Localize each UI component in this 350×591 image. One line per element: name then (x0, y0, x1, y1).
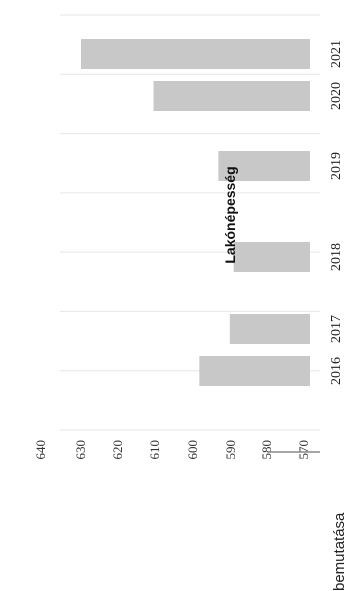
category-label: 2021 (329, 40, 344, 68)
caption-text: bemutatása (331, 512, 348, 591)
tick-label: 600 (185, 440, 200, 460)
tick-label: 570 (296, 440, 311, 460)
tick-label: 640 (33, 440, 48, 460)
category-label: 2019 (329, 152, 344, 180)
chart-title: Lakónépesség (222, 166, 238, 263)
bar (199, 356, 310, 386)
category-labels: 2016 2017 2018 2019 2020 2021 (329, 40, 344, 385)
bar (218, 151, 310, 181)
bar (153, 81, 310, 111)
tick-label: 590 (223, 440, 238, 460)
bar (229, 314, 310, 344)
category-label: 2018 (329, 243, 344, 271)
tick-label: 630 (73, 440, 88, 460)
tick-label: 620 (110, 440, 125, 460)
bars (81, 39, 310, 386)
tick-labels: 570 580 590 600 610 620 630 640 (33, 440, 311, 460)
gridlines (60, 14, 320, 431)
tick-label: 610 (147, 440, 162, 460)
bar (81, 39, 310, 69)
category-label: 2017 (329, 315, 344, 343)
tick-label: 580 (259, 440, 274, 460)
category-label: 2020 (329, 82, 344, 110)
bar (233, 242, 310, 272)
category-label: 2016 (329, 357, 344, 385)
